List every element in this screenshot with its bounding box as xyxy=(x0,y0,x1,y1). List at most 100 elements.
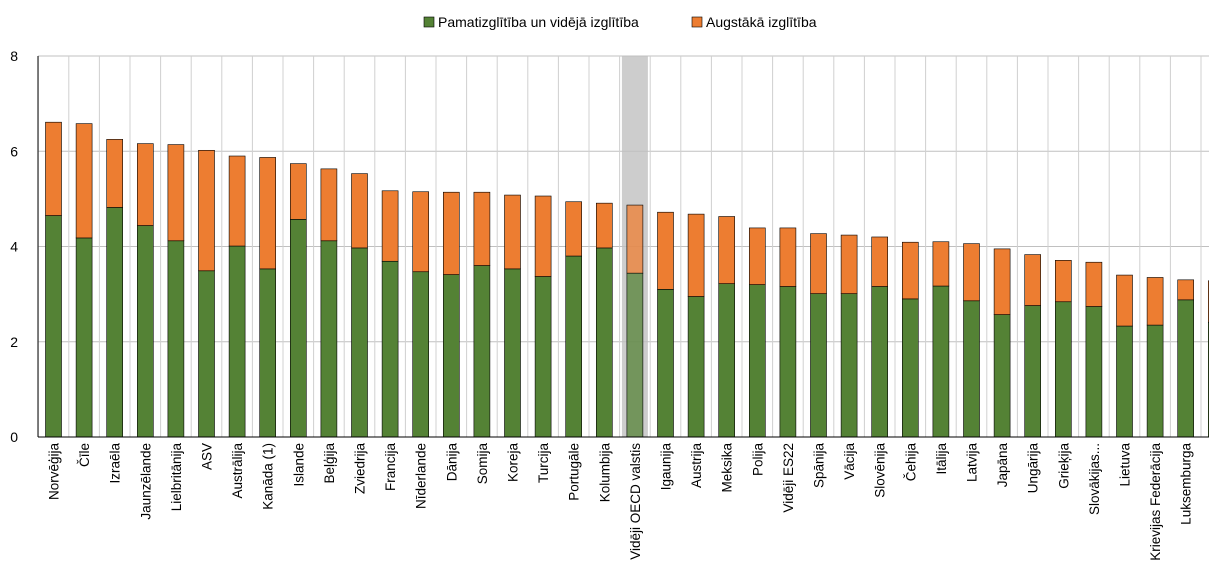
legend-swatch xyxy=(423,16,435,28)
bar-segment-primary-secondary xyxy=(626,272,644,438)
bar-segment-tertiary xyxy=(320,168,338,242)
bar-segment-tertiary xyxy=(351,173,368,249)
x-tick-label: Norvēģija xyxy=(47,443,62,501)
x-tick-label: Beļģija xyxy=(322,443,337,484)
bar-segment-tertiary xyxy=(1146,277,1164,326)
gridlines xyxy=(37,55,1209,437)
x-tick-label: Krievijas Federācija xyxy=(1148,443,1163,561)
x-tick-label: Vidēji OECD valstis xyxy=(628,443,643,560)
bar-segment-primary-secondary xyxy=(810,293,827,438)
bar-segment-primary-secondary xyxy=(840,293,858,438)
bar-segment-tertiary xyxy=(259,157,277,270)
bar-segment-tertiary xyxy=(75,123,93,239)
x-tick-label: Latvija xyxy=(965,443,980,483)
bar-segment-primary-secondary xyxy=(657,289,674,438)
bar-segment-tertiary xyxy=(779,227,797,287)
bar-segment-primary-secondary xyxy=(106,207,123,438)
bar-segment-tertiary xyxy=(963,243,980,302)
x-tick-label: Somija xyxy=(475,443,490,485)
bar-segment-tertiary xyxy=(1116,274,1133,327)
bar-segment-primary-secondary xyxy=(1024,305,1041,438)
x-tick-label: Vidēji ES22 xyxy=(781,443,796,513)
bar-segment-tertiary xyxy=(1085,261,1103,307)
y-tick-label: 4 xyxy=(10,239,18,255)
bar-segment-primary-secondary xyxy=(442,274,460,438)
x-tick-label: Itālija xyxy=(934,443,949,475)
x-tick-label: Izraēla xyxy=(108,443,123,484)
x-tick-label: ASV xyxy=(200,443,215,470)
bar-segment-primary-secondary xyxy=(1116,325,1133,438)
x-tick-label: Francija xyxy=(383,443,398,492)
axes xyxy=(37,56,1209,438)
x-tick-label: Zviedrija xyxy=(353,443,368,495)
legend: Pamatizglītība un vidējā izglītība Augstā… xyxy=(423,14,817,30)
x-tick-label: Turcija xyxy=(536,443,551,483)
x-tick-label: Igaunija xyxy=(659,443,674,491)
bar-segment-tertiary xyxy=(657,211,674,290)
bar-segment-primary-secondary xyxy=(901,298,919,438)
x-tick-label: Kanāda (1) xyxy=(261,443,276,510)
bar-segment-primary-secondary xyxy=(534,276,552,438)
x-tick-label: Polija xyxy=(750,443,765,477)
bar-segment-tertiary xyxy=(626,204,644,274)
x-tick-label: Slovākijas... xyxy=(1087,443,1102,515)
x-tick-label: Dānija xyxy=(444,443,459,482)
x-tick-label: Spānija xyxy=(812,443,827,489)
bar-segment-tertiary xyxy=(167,144,185,242)
bar-segment-primary-secondary xyxy=(779,286,797,438)
y-tick-label: 2 xyxy=(10,334,18,350)
y-tick-label: 6 xyxy=(10,143,18,159)
bar-segment-tertiary xyxy=(504,194,521,270)
bar-segment-primary-secondary xyxy=(748,284,766,438)
bar-segment-tertiary xyxy=(840,234,858,294)
bar-segment-tertiary xyxy=(871,236,889,287)
x-tick-label: Čīle xyxy=(77,443,92,467)
x-tick-label: Lietuva xyxy=(1118,443,1133,487)
x-tick-label: Nīderlande xyxy=(414,443,429,509)
bar-segment-tertiary xyxy=(993,248,1011,315)
bar-segment-primary-secondary xyxy=(1055,301,1072,438)
bar-segment-tertiary xyxy=(901,241,919,300)
bar-segment-primary-secondary xyxy=(504,268,521,438)
x-tick-label: Meksika xyxy=(720,443,735,493)
y-tick-label: 8 xyxy=(10,48,18,64)
legend-swatch xyxy=(691,16,703,28)
x-tick-label: Čehija xyxy=(903,443,918,482)
bar-segment-tertiary xyxy=(718,216,736,284)
bar-segment-tertiary xyxy=(534,195,552,277)
x-tick-label: Vācija xyxy=(842,443,857,480)
bar-segment-tertiary xyxy=(565,201,583,257)
legend-label: Pamatizglītība un vidējā izglītība xyxy=(438,14,639,30)
bar-segment-primary-secondary xyxy=(381,260,399,438)
bar-segment-tertiary xyxy=(198,149,215,272)
x-tick-label: Austrālija xyxy=(230,443,245,499)
bar-segment-tertiary xyxy=(932,241,950,287)
x-tick-labels: Norvēģija Čīle Izraēla Jaunzēlande Lielbritā… xyxy=(47,443,1194,561)
bar-segment-tertiary xyxy=(810,233,827,294)
bar-segment-primary-secondary xyxy=(289,219,307,438)
x-tick-label: Austrija xyxy=(689,443,704,489)
x-tick-label: Kolumbija xyxy=(597,443,612,503)
bar-segment-primary-secondary xyxy=(228,245,246,438)
bar-segment-primary-secondary xyxy=(1146,324,1164,438)
bar-segment-primary-secondary xyxy=(1085,306,1103,438)
x-tick-label: Portugāle xyxy=(567,443,582,501)
bar-segment-primary-secondary xyxy=(963,300,980,438)
bar-segment-primary-secondary xyxy=(595,247,613,438)
bar-segment-primary-secondary xyxy=(259,268,277,438)
x-tick-label: Japāna xyxy=(995,443,1010,488)
bar-segment-primary-secondary xyxy=(932,285,950,438)
bar-segment-tertiary xyxy=(106,139,123,208)
bar-segment-tertiary xyxy=(228,155,246,247)
bar-segment-tertiary xyxy=(1055,260,1072,303)
bar-segment-tertiary xyxy=(45,121,62,216)
x-tick-label: Islande xyxy=(291,443,306,487)
bar-segment-primary-secondary xyxy=(137,225,154,438)
x-tick-label: Jaunzēlande xyxy=(138,443,153,520)
x-tick-label: Slovēnija xyxy=(873,443,888,498)
bar-segment-primary-secondary xyxy=(412,271,430,438)
bar-segment-tertiary xyxy=(289,163,307,220)
bar-segment-primary-secondary xyxy=(167,240,185,438)
bar-segment-tertiary xyxy=(1024,254,1041,306)
